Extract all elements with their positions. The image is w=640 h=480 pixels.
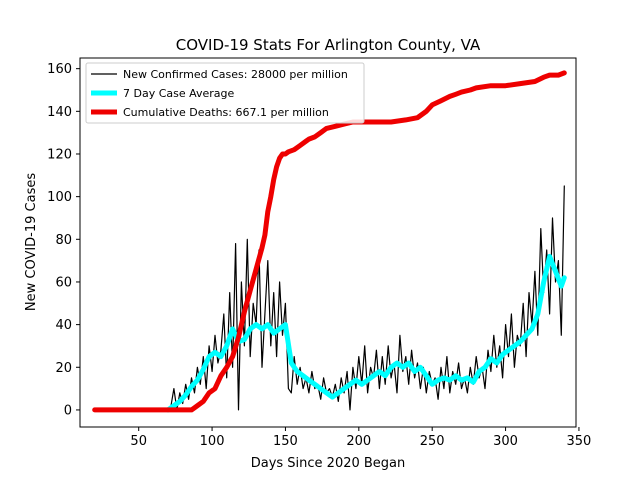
y-tick-label: 100 (47, 190, 72, 205)
y-axis-label: New COVID-19 Cases (24, 173, 39, 311)
x-tick-label: 200 (346, 434, 371, 449)
series-line-3 (92, 70, 567, 413)
plot-frame (79, 57, 577, 428)
legend-label-3: Cumulative Deaths: 667.1 per million (123, 106, 329, 119)
y-tick-label: 20 (55, 361, 72, 376)
y-tick-label: 0 (64, 403, 72, 418)
x-tick-label: 250 (420, 434, 445, 449)
x-axis-ticks: 50 100 150 200 250 300 350 (130, 427, 591, 449)
y-tick-label: 120 (47, 147, 72, 162)
x-axis-label: Days Since 2020 Began (251, 456, 406, 471)
y-tick-label: 60 (55, 275, 72, 290)
x-tick-label: 150 (273, 434, 298, 449)
y-tick-label: 140 (47, 105, 72, 120)
y-axis-ticks: 0 20 40 60 80 100 120 140 160 (47, 62, 80, 418)
series-line-2 (165, 253, 567, 413)
legend-label-1: New Confirmed Cases: 28000 per million (123, 68, 348, 81)
series-line-1 (167, 185, 565, 411)
plot-area (92, 70, 567, 413)
y-tick-label: 40 (55, 318, 72, 333)
x-tick-label: 350 (567, 434, 592, 449)
x-tick-label: 300 (493, 434, 518, 449)
y-tick-label: 80 (55, 233, 72, 248)
x-tick-label: 50 (130, 434, 147, 449)
legend-box (85, 62, 365, 124)
chart-title: COVID-19 Stats For Arlington County, VA (176, 36, 481, 54)
x-tick-label: 100 (200, 434, 225, 449)
legend-label-2: 7 Day Case Average (123, 87, 235, 100)
legend: New Confirmed Cases: 28000 per million 7 … (85, 62, 365, 124)
y-tick-label: 160 (47, 62, 72, 77)
